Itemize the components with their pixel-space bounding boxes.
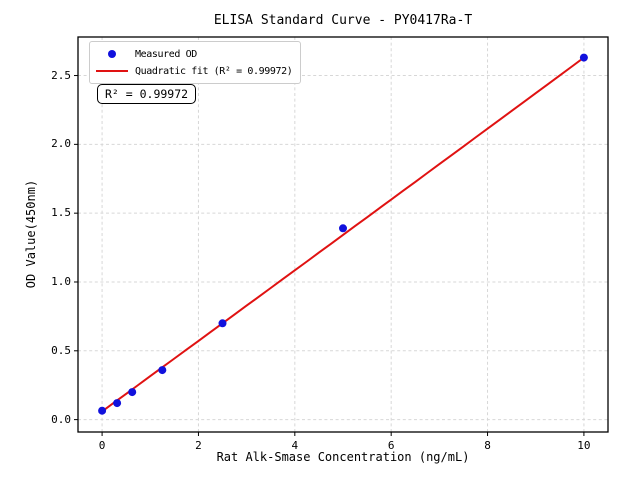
legend-item-quadratic-fit: Quadratic fit (R² = 0.99972) <box>96 63 293 79</box>
y-tick-label: 2.5 <box>51 68 71 82</box>
data-point <box>158 366 167 375</box>
data-point <box>218 319 227 328</box>
r-squared-annotation: R² = 0.99972 <box>97 84 197 104</box>
chart-title: ELISA Standard Curve - PY0417Ra-T <box>213 13 473 28</box>
y-tick-label: 0.0 <box>51 412 71 426</box>
x-tick-label: 6 <box>387 439 395 452</box>
fit-line-icon <box>96 70 128 72</box>
data-point <box>98 406 107 415</box>
legend-item-measured-od: Measured OD <box>96 46 292 62</box>
y-tick-label: 2.0 <box>51 137 71 151</box>
plot-border <box>77 36 609 433</box>
data-point <box>579 53 588 62</box>
y-tick-label: 0.5 <box>51 343 71 357</box>
legend-label-quadratic-fit: Quadratic fit (R² = 0.99972) <box>135 65 293 77</box>
fit-line <box>101 56 585 413</box>
legend-label-measured-od: Measured OD <box>135 48 197 60</box>
y-tick-label: 1.0 <box>51 274 71 288</box>
x-tick-label: 4 <box>291 439 299 452</box>
scatter-marker-icon <box>108 50 116 58</box>
data-point <box>128 388 137 397</box>
x-tick-label: 10 <box>577 439 591 452</box>
x-tick-label: 8 <box>484 439 491 452</box>
x-axis-label: Rat Alk-Smase Concentration (ng/mL) <box>216 450 470 464</box>
y-tick-label: 1.5 <box>51 206 71 220</box>
data-point <box>113 399 122 408</box>
y-axis-label: OD Value(450nm) <box>24 179 38 289</box>
legend: Measured OD Quadratic fit (R² = 0.99972) <box>89 41 302 84</box>
x-tick-label: 0 <box>98 439 106 452</box>
data-point <box>339 224 347 233</box>
x-tick-label: 2 <box>195 439 202 452</box>
